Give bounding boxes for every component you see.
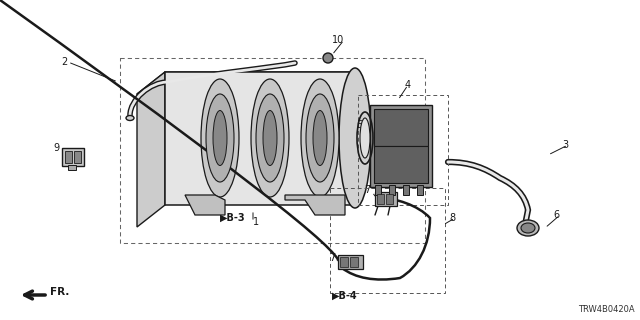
Ellipse shape [360,118,370,158]
Bar [417,185,423,195]
Text: 6: 6 [554,210,560,220]
Bar [62,148,84,166]
Text: 9: 9 [54,143,60,153]
Text: FR.: FR. [50,287,69,297]
Polygon shape [285,195,345,215]
Ellipse shape [313,110,327,165]
Text: 2: 2 [61,57,68,67]
Bar [375,192,397,206]
Ellipse shape [306,94,334,182]
Text: TRW4B0420A: TRW4B0420A [579,305,635,314]
Bar [165,72,355,205]
Ellipse shape [213,110,227,165]
Text: 7: 7 [329,253,335,263]
Bar [358,95,448,205]
Bar [338,255,363,269]
Ellipse shape [263,110,277,165]
Bar [350,257,358,267]
Ellipse shape [323,53,333,63]
Ellipse shape [256,94,284,182]
Bar [65,151,72,163]
Text: 1: 1 [253,217,259,227]
Polygon shape [185,195,225,215]
Ellipse shape [301,79,339,197]
Ellipse shape [126,116,134,121]
Bar [375,185,381,195]
Ellipse shape [201,79,239,197]
Bar [374,146,428,183]
Bar [330,188,445,293]
Text: 3: 3 [562,140,568,150]
Ellipse shape [251,79,289,197]
Bar [74,151,81,163]
Text: 7: 7 [364,185,370,195]
Text: 8: 8 [449,213,455,223]
Polygon shape [137,72,355,94]
Text: ▶B-3: ▶B-3 [220,213,246,223]
Bar [370,105,432,187]
Text: 10: 10 [332,35,344,45]
Bar [403,185,409,195]
Bar [386,194,393,204]
Text: 5: 5 [356,120,362,130]
Text: 4: 4 [405,80,411,90]
Ellipse shape [517,220,539,236]
Bar [340,257,348,267]
Bar [68,165,76,170]
Ellipse shape [339,68,371,208]
Ellipse shape [521,223,535,233]
Bar [389,185,395,195]
Polygon shape [137,72,165,227]
Bar [120,58,425,243]
Text: ▶B-4: ▶B-4 [332,291,358,301]
Ellipse shape [206,94,234,182]
Bar [377,194,384,204]
Bar [374,109,428,146]
